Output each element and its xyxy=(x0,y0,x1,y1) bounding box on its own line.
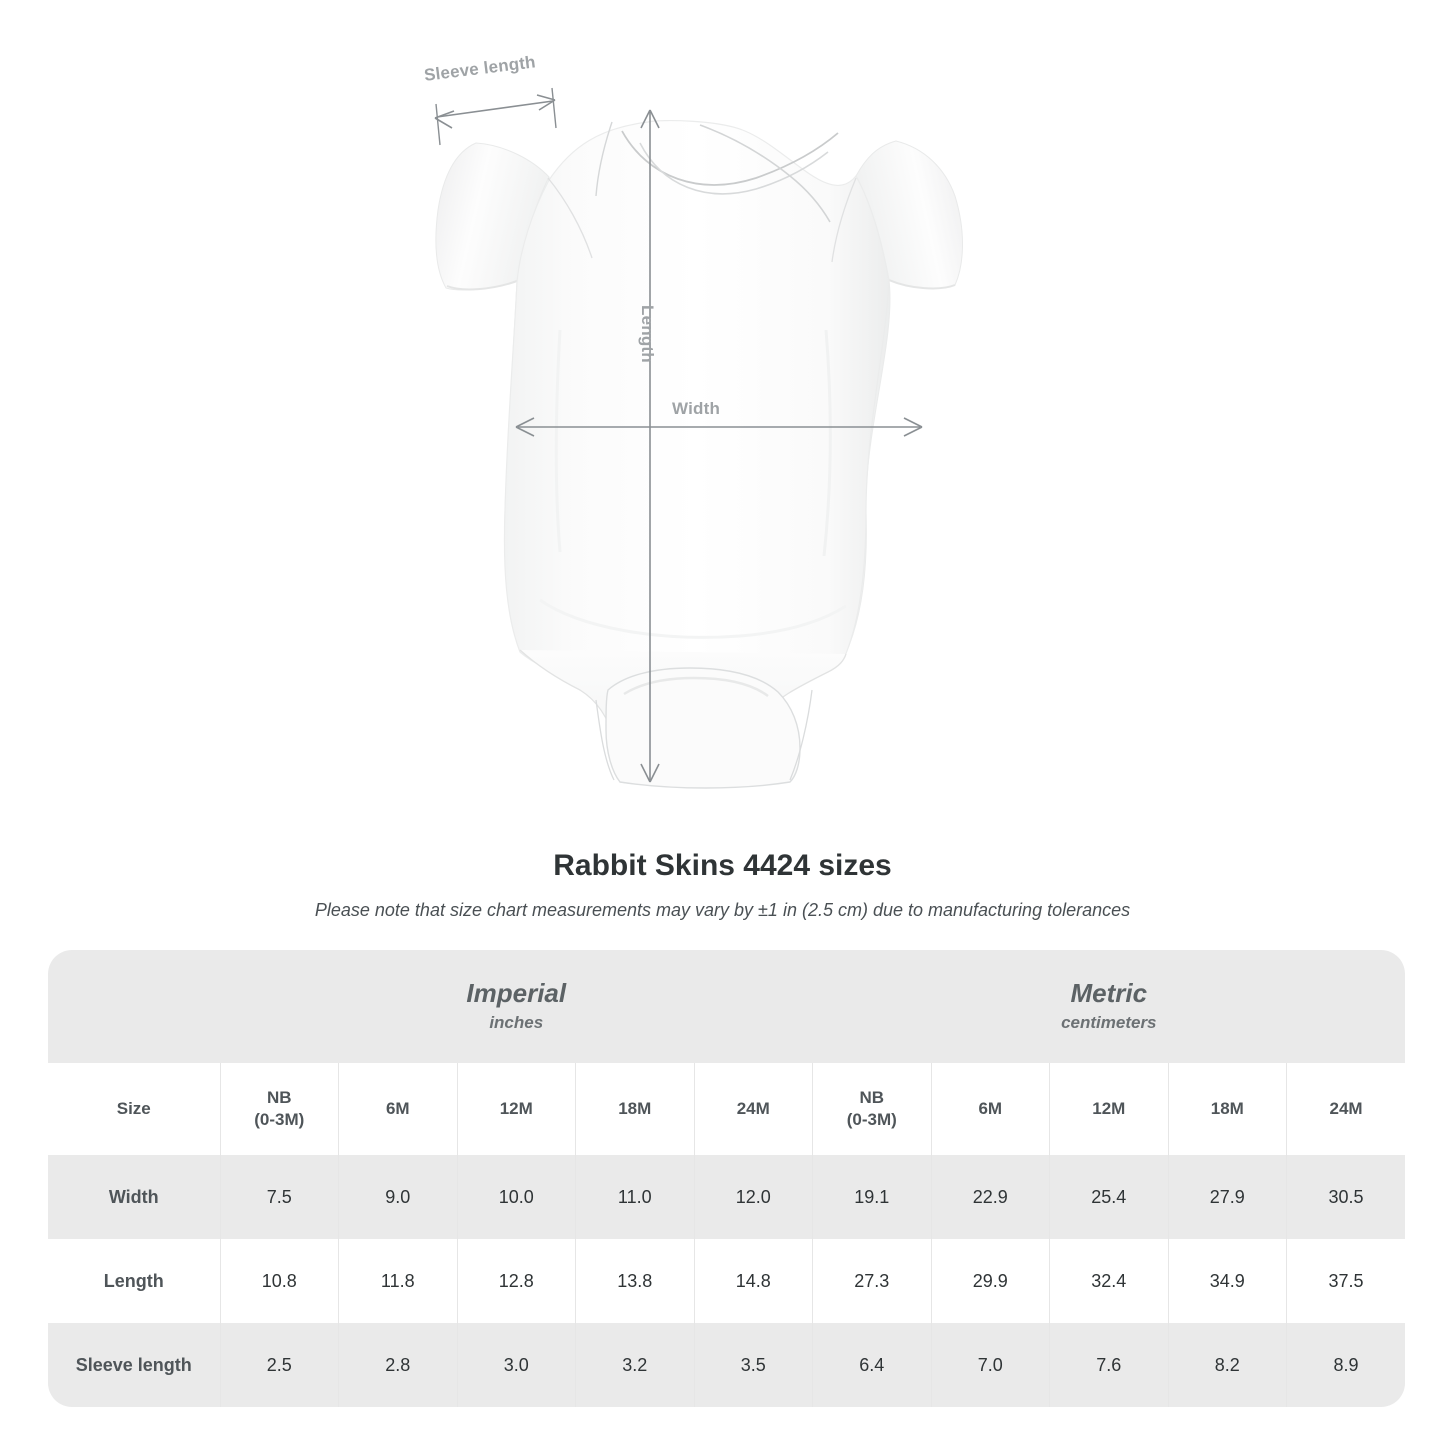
bodysuit-body-outline xyxy=(503,119,890,691)
width-arrowhead-left xyxy=(515,417,535,437)
size-col-metric-24m: 24M xyxy=(1286,1063,1406,1155)
size-col-line1: NB xyxy=(859,1088,885,1108)
imperial-name: Imperial xyxy=(466,977,567,1008)
cell: 29.9 xyxy=(931,1239,1051,1323)
cell: 22.9 xyxy=(931,1155,1051,1239)
crotch-snap-flap xyxy=(605,667,801,789)
metric-sub: centimeters xyxy=(1061,1013,1157,1033)
size-table: Imperial inches Metric centimeters Size … xyxy=(48,950,1406,1407)
cell: 3.0 xyxy=(457,1323,576,1407)
cell: 2.5 xyxy=(220,1323,339,1407)
sleeve-arrowhead-right xyxy=(536,94,556,111)
length-arrowhead-top xyxy=(640,109,660,129)
right-cuff-hem xyxy=(888,279,956,290)
cell: 12.0 xyxy=(694,1155,814,1239)
right-armhole-seam xyxy=(831,177,857,263)
collar-seam-inner xyxy=(639,142,829,195)
size-col-imperial-24m: 24M xyxy=(694,1063,814,1155)
size-header-label: Size xyxy=(48,1063,221,1155)
cell: 37.5 xyxy=(1286,1239,1406,1323)
cell: 19.1 xyxy=(812,1155,932,1239)
cell: 7.0 xyxy=(931,1323,1051,1407)
cell: 7.5 xyxy=(220,1155,339,1239)
left-leg-fold xyxy=(595,699,615,781)
cell: 3.5 xyxy=(694,1323,814,1407)
size-col-metric-18m: 18M xyxy=(1168,1063,1288,1155)
cell: 32.4 xyxy=(1049,1239,1169,1323)
cell: 30.5 xyxy=(1286,1155,1406,1239)
left-shoulder-fold xyxy=(595,121,613,197)
fabric-fold-left xyxy=(554,329,562,553)
cell: 2.8 xyxy=(338,1323,458,1407)
row-label: Width xyxy=(48,1155,221,1239)
unit-header-metric: Metric centimeters xyxy=(812,950,1406,1063)
width-arrowhead-right xyxy=(903,417,923,437)
length-arrowhead-bottom xyxy=(640,763,660,783)
page-title: Rabbit Skins 4424 sizes xyxy=(553,849,892,882)
left-cuff-hem xyxy=(446,280,518,291)
title-block: Rabbit Skins 4424 sizes Please note that… xyxy=(0,848,1445,922)
row-label: Sleeve length xyxy=(48,1323,221,1407)
right-leg-fold xyxy=(789,689,813,781)
size-col-imperial-18m: 18M xyxy=(575,1063,695,1155)
cell: 25.4 xyxy=(1049,1155,1169,1239)
cell: 6.4 xyxy=(812,1323,932,1407)
cell: 9.0 xyxy=(338,1155,458,1239)
size-col-metric-nb: NB (0-3M) xyxy=(812,1063,932,1155)
cell: 8.2 xyxy=(1168,1323,1288,1407)
size-header-row: Size NB (0-3M) 6M 12M 18M 24M NB (0-3M) … xyxy=(48,1063,1406,1155)
snap-flap-hem xyxy=(623,676,769,698)
cell: 11.0 xyxy=(575,1155,695,1239)
metric-name: Metric xyxy=(1070,977,1148,1008)
table-row: Width 7.5 9.0 10.0 11.0 12.0 19.1 22.9 2… xyxy=(48,1155,1406,1239)
cell: 10.8 xyxy=(220,1239,339,1323)
cell: 12.8 xyxy=(457,1239,576,1323)
sleeve-measure-line xyxy=(436,100,554,118)
collar-seam-outer xyxy=(621,130,839,186)
size-col-line2: (0-3M) xyxy=(254,1110,305,1129)
size-table-body: Width 7.5 9.0 10.0 11.0 12.0 19.1 22.9 2… xyxy=(48,1155,1406,1407)
cell: 27.9 xyxy=(1168,1155,1288,1239)
width-label: Width xyxy=(672,399,721,418)
length-label: Length xyxy=(638,305,657,363)
size-col-imperial-6m: 6M xyxy=(338,1063,458,1155)
bodysuit-diagram xyxy=(434,87,963,789)
cell: 14.8 xyxy=(694,1239,814,1323)
left-armhole-seam xyxy=(547,177,593,259)
size-col-metric-12m: 12M xyxy=(1049,1063,1169,1155)
size-col-line1: NB xyxy=(266,1088,292,1108)
fabric-fold-bottom xyxy=(539,598,847,639)
size-col-metric-6m: 6M xyxy=(931,1063,1051,1155)
unit-header-row: Imperial inches Metric centimeters xyxy=(48,950,1406,1063)
sleeve-tick-left xyxy=(435,103,441,146)
cell: 34.9 xyxy=(1168,1239,1288,1323)
table-row: Length 10.8 11.8 12.8 13.8 14.8 27.3 29.… xyxy=(48,1239,1406,1323)
imperial-sub: inches xyxy=(489,1013,544,1033)
size-table-container: Imperial inches Metric centimeters Size … xyxy=(48,950,1406,1407)
fabric-fold-right xyxy=(822,329,832,557)
cell: 8.9 xyxy=(1286,1323,1406,1407)
cell: 10.0 xyxy=(457,1155,576,1239)
sleeve-tick-right xyxy=(551,87,557,129)
tolerance-note: Please note that size chart measurements… xyxy=(314,900,1131,920)
size-col-imperial-12m: 12M xyxy=(457,1063,576,1155)
cell: 3.2 xyxy=(575,1323,695,1407)
unit-header-spacer xyxy=(48,950,220,1063)
unit-header-imperial: Imperial inches xyxy=(220,950,813,1063)
cell: 11.8 xyxy=(338,1239,458,1323)
right-shoulder-overlap xyxy=(699,124,831,223)
size-col-imperial-nb: NB (0-3M) xyxy=(220,1063,339,1155)
row-label: Length xyxy=(48,1239,221,1323)
garment-illustration: Sleeve length Length Width xyxy=(423,52,963,789)
cell: 13.8 xyxy=(575,1239,695,1323)
cell: 7.6 xyxy=(1049,1323,1169,1407)
size-col-line2: (0-3M) xyxy=(846,1110,897,1129)
cell: 27.3 xyxy=(812,1239,932,1323)
table-row: Sleeve length 2.5 2.8 3.0 3.2 3.5 6.4 7.… xyxy=(48,1323,1406,1407)
